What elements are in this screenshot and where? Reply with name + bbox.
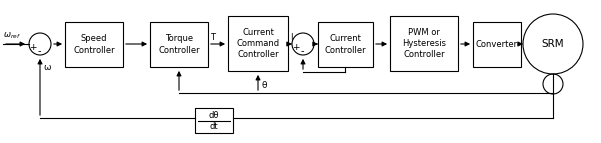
Bar — [150, 22, 208, 67]
Text: Speed
Controller: Speed Controller — [73, 34, 115, 54]
Bar — [228, 16, 288, 71]
Text: Current
Controller: Current Controller — [325, 34, 367, 54]
Text: $\omega_{ref}$: $\omega_{ref}$ — [3, 31, 21, 41]
Text: ω: ω — [43, 62, 50, 72]
Text: Current
Command
Controller: Current Command Controller — [236, 28, 279, 59]
Text: T: T — [210, 32, 215, 41]
Text: -: - — [37, 46, 41, 56]
Bar — [390, 16, 458, 71]
Text: Converter: Converter — [476, 40, 518, 49]
Text: dθ: dθ — [209, 111, 219, 120]
Text: +: + — [29, 42, 37, 51]
Text: I: I — [290, 32, 293, 41]
Bar — [318, 22, 373, 67]
Text: PWM or
Hysteresis
Controller: PWM or Hysteresis Controller — [402, 28, 446, 59]
Bar — [473, 22, 521, 67]
Bar — [65, 22, 123, 67]
Text: SRM: SRM — [542, 39, 564, 49]
Text: θ: θ — [262, 81, 267, 90]
Text: +: + — [292, 42, 300, 51]
Text: Torque
Controller: Torque Controller — [158, 34, 200, 54]
Bar — [195, 108, 233, 133]
Text: -: - — [300, 46, 304, 56]
Text: dt: dt — [210, 122, 218, 131]
